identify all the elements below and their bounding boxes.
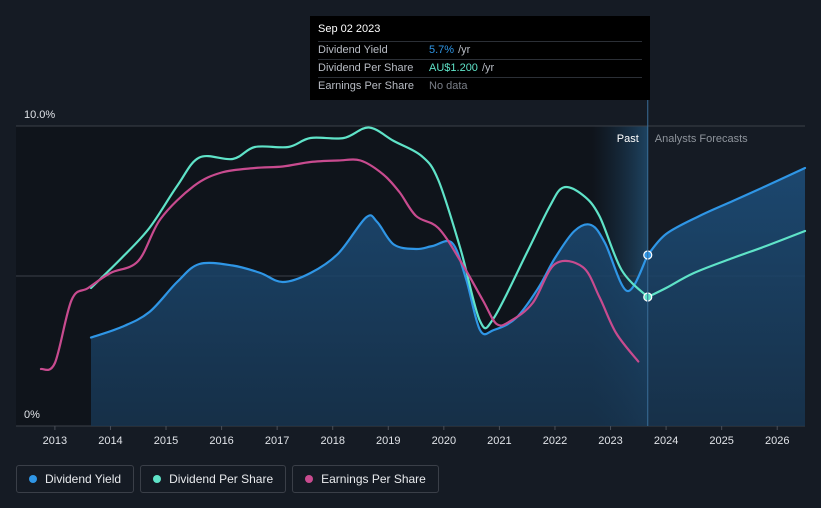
series-lines [39,126,807,372]
y-axis: 0% 10.0% [24,109,55,421]
tooltip-row-dividend-per-share: Dividend Per Share AU$1.200 /yr [318,59,642,77]
x-tick-label: 2019 [376,435,400,447]
legend-label: Earnings Per Share [321,472,426,486]
dividend-yield-line [89,214,649,339]
dividend-yield-area [91,168,805,426]
earnings-per-share-line [39,158,640,372]
tooltip-value: AU$1.200 [429,62,478,74]
y-tick-label: 10.0% [24,109,55,121]
tooltip-label: Dividend Yield [318,44,388,56]
tooltip-row-earnings-per-share: Earnings Per Share No data [318,77,642,95]
legend-dot [305,475,314,483]
x-tick-label: 2023 [598,435,622,447]
tooltip-unit: /yr [481,62,495,74]
legend-item-dividend-yield[interactable]: Dividend Yield [16,465,135,493]
tooltip-row-dividend-yield: Dividend Yield 5.7% /yr [318,41,642,59]
tooltip-date: Sep 02 2023 [318,23,381,35]
tooltip-label: Dividend Per Share [318,62,414,74]
tooltip-label: Earnings Per Share [318,80,414,92]
area-fills [91,168,805,426]
x-tick-label: 2025 [709,435,733,447]
tooltip: Sep 02 2023 Dividend Yield 5.7% /yr Divi… [310,16,650,100]
x-tick-label: 2024 [654,435,678,447]
tooltip-value: No data [429,80,468,92]
dividend-yield-forecast-line [646,166,807,257]
legend: Dividend Yield Dividend Per Share Earnin… [16,465,439,493]
x-tick-label: 2016 [209,435,233,447]
x-tick-label: 2017 [265,435,289,447]
y-tick-label: 0% [24,409,40,421]
legend-item-dividend-per-share[interactable]: Dividend Per Share [140,465,287,493]
legend-label: Dividend Per Share [169,472,274,486]
x-tick-label: 2014 [98,435,122,447]
dividend-per-share-line [89,126,649,330]
legend-item-earnings-per-share[interactable]: Earnings Per Share [292,465,439,493]
legend-dot [153,475,162,483]
tooltip-unit: /yr [458,44,471,56]
dividend-per-share-forecast-line [646,229,807,299]
x-tick-label: 2013 [43,435,67,447]
x-tick-label: 2026 [765,435,789,447]
legend-dot [29,475,37,483]
x-tick-label: 2020 [432,435,456,447]
x-tick-label: 2021 [487,435,511,447]
x-axis: 2013 2014 2015 2016 2017 2018 2019 2020 2021 2022… [43,426,789,447]
legend-label: Dividend Yield [45,472,122,486]
x-tick-label: 2022 [543,435,567,447]
x-tick-label: 2015 [154,435,178,447]
x-tick-label: 2018 [320,435,344,447]
forecast-label: Analysts Forecasts [655,133,748,145]
past-label: Past [617,133,639,145]
tooltip-value: 5.7% [429,44,455,56]
